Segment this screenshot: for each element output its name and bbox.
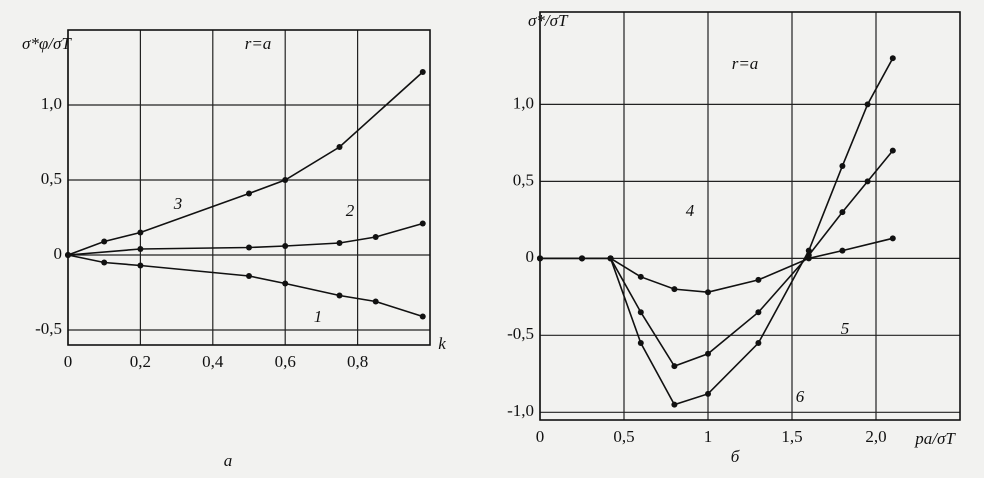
y-tick-label: 1,0 [41,94,62,113]
point [705,289,711,296]
curve [540,57,894,406]
series-label: 1 [314,307,323,326]
point [755,340,762,347]
point [864,101,871,108]
point [705,350,711,357]
point [336,292,343,299]
point [705,390,711,397]
y-tick-label: 0,5 [41,169,62,188]
point [282,177,289,183]
point [671,401,678,408]
x-tick-label: 1 [704,427,713,446]
y-axis-label: σ*φ/σT [22,34,72,53]
point [246,190,252,197]
point [805,247,812,254]
annotation: r=a [732,54,759,73]
y-tick-label: 1,0 [513,93,534,112]
point [864,178,871,185]
y-tick-label: -0,5 [35,319,62,338]
point [637,309,644,316]
point [137,229,144,236]
curve [540,237,893,294]
point [579,255,585,262]
series-label: 5 [841,319,850,338]
y-tick-label: 0,5 [513,170,534,189]
point [101,259,108,266]
y-axis-label: σ*/σT [528,11,569,30]
curve [67,254,424,318]
x-tick-label: 0 [536,427,545,446]
curve [67,71,424,256]
panel-caption: б [731,447,740,466]
point [65,252,71,258]
point [246,244,252,251]
x-tick-label: 0,2 [130,352,151,371]
point [637,273,644,280]
point [419,313,426,320]
point [137,262,144,269]
x-tick-label: 0,6 [275,352,296,371]
y-tick-label: -0,5 [507,324,534,343]
panel-caption: а [224,451,233,470]
x-tick-label: 0 [64,352,73,371]
point [889,235,896,242]
point [755,309,762,316]
point [839,247,846,254]
plot-frame [67,29,431,346]
point [101,238,108,245]
annotation: r=a [245,34,272,53]
point [755,276,762,283]
x-tick-label: 2,0 [865,427,886,446]
series-label: 3 [173,194,183,213]
point [282,243,289,249]
point [671,363,678,370]
point [607,255,614,262]
point [137,246,144,252]
point [839,209,846,216]
point [419,220,426,227]
y-tick-label: 0 [526,247,535,266]
point [839,162,846,169]
series-label: 4 [686,201,695,220]
y-tick-label: 0 [54,244,63,263]
point [889,147,896,154]
point [889,55,896,62]
point [282,280,289,287]
point [372,298,379,305]
point [336,144,343,150]
point [372,234,379,240]
x-axis-label: pa/σT [914,429,956,448]
y-tick-label: -1,0 [507,401,534,420]
point [246,273,252,279]
x-tick-label: 0,8 [347,352,368,371]
series-label: 2 [346,201,355,220]
series-label: 6 [796,387,805,406]
x-tick-label: 0,4 [202,352,224,371]
x-tick-label: 0,5 [613,427,634,446]
point [671,286,678,293]
point [537,255,543,262]
point [336,240,343,246]
plot-frame [539,11,961,421]
point [637,340,644,347]
curve [67,222,423,256]
x-axis-label: k [438,334,446,353]
x-tick-label: 1,5 [781,427,802,446]
point [419,69,426,75]
